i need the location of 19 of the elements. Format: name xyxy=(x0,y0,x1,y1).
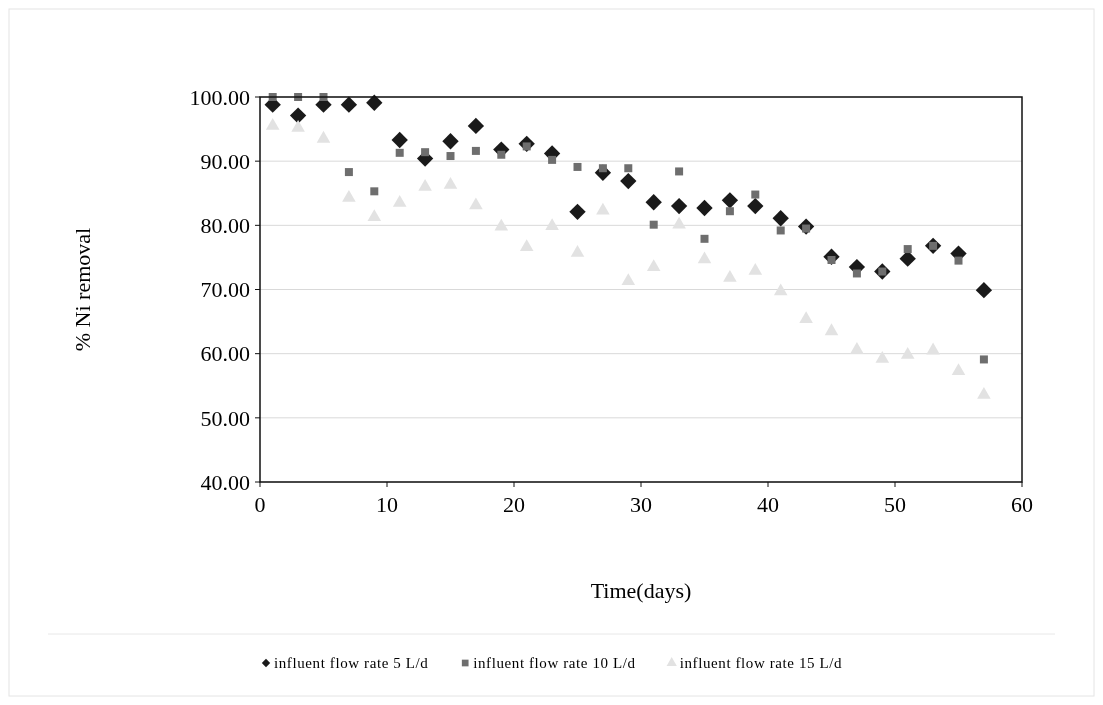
y-tick-label: 40.00 xyxy=(200,469,250,495)
x-tick-label: 10 xyxy=(376,492,398,517)
x-tick-label: 20 xyxy=(503,492,525,517)
y-tick-label: 70.00 xyxy=(200,277,250,303)
y-axis-title: % Ni removal xyxy=(70,227,95,352)
y-tick-label: 60.00 xyxy=(200,341,250,367)
legend-label: influent flow rate 5 L/d xyxy=(274,655,429,671)
y-tick-label: 80.00 xyxy=(200,213,250,239)
legend-label: influent flow rate 10 L/d xyxy=(473,655,636,671)
x-tick-label: 0 xyxy=(254,492,266,517)
y-tick-label: 100.00 xyxy=(189,84,250,110)
x-axis-title: Time(days) xyxy=(590,578,692,603)
legend-label: influent flow rate 15 L/d xyxy=(679,655,843,671)
x-tick-label: 30 xyxy=(630,492,652,517)
x-tick-label: 60 xyxy=(1011,492,1033,517)
y-tick-label: 50.00 xyxy=(200,405,250,431)
x-tick-label: 50 xyxy=(884,492,906,517)
x-tick-label: 40 xyxy=(757,492,779,517)
y-tick-label: 90.00 xyxy=(200,148,250,174)
